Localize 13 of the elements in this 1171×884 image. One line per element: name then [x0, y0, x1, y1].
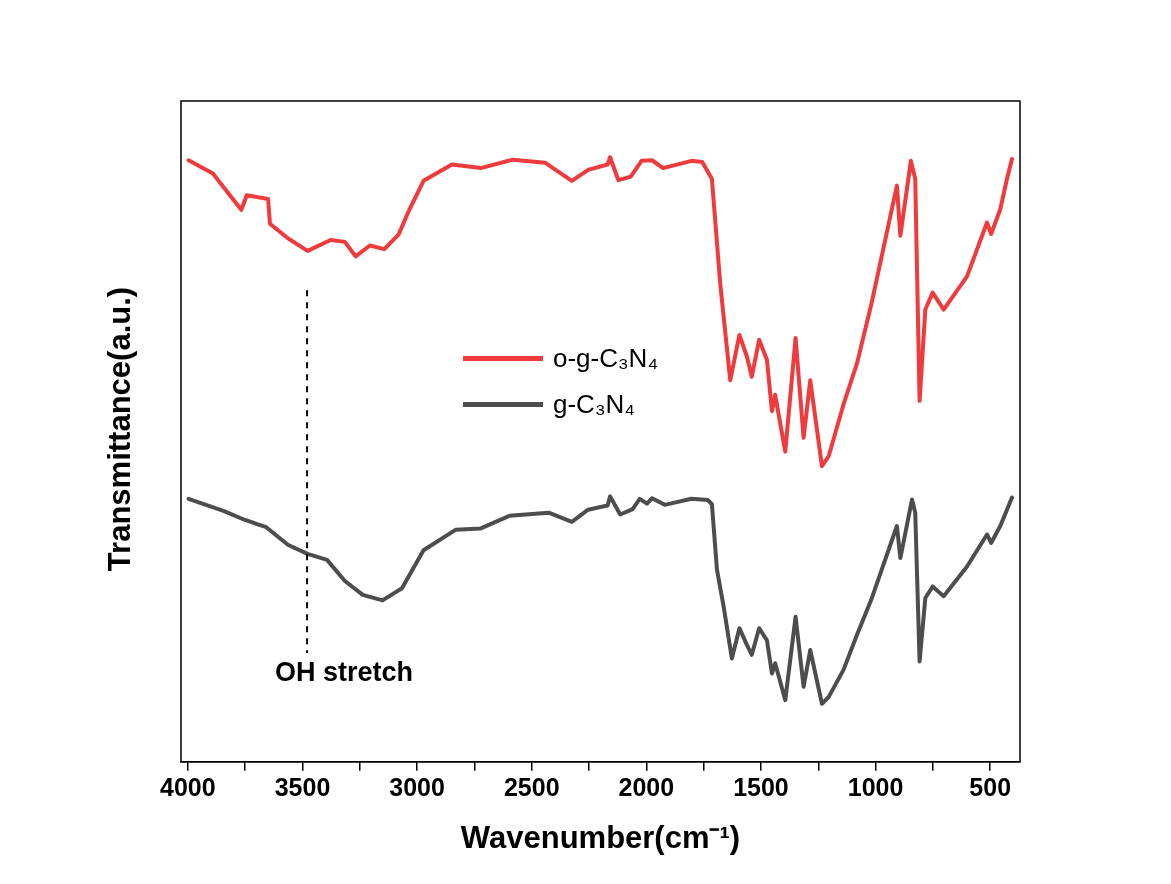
- legend-label: o-g-C₃N₄: [553, 342, 658, 374]
- x-tick-label: 3500: [274, 772, 331, 801]
- y-axis-title: Transmittance(a.u.): [102, 286, 138, 572]
- x-tick-label: 1500: [733, 772, 789, 801]
- x-tick-label: 500: [969, 772, 1012, 801]
- x-axis-title: Wavenumber(cm⁻¹): [460, 819, 741, 855]
- x-tick-label: 1000: [847, 772, 904, 801]
- x-tick-label: 3000: [389, 772, 445, 801]
- ref-line-label: OH stretch: [275, 656, 414, 687]
- x-tick-label: 4000: [160, 772, 216, 801]
- legend-label: g-C₃N₄: [553, 388, 635, 420]
- x-tick-label: 2500: [503, 772, 560, 801]
- x-tick-label: 2000: [618, 772, 675, 801]
